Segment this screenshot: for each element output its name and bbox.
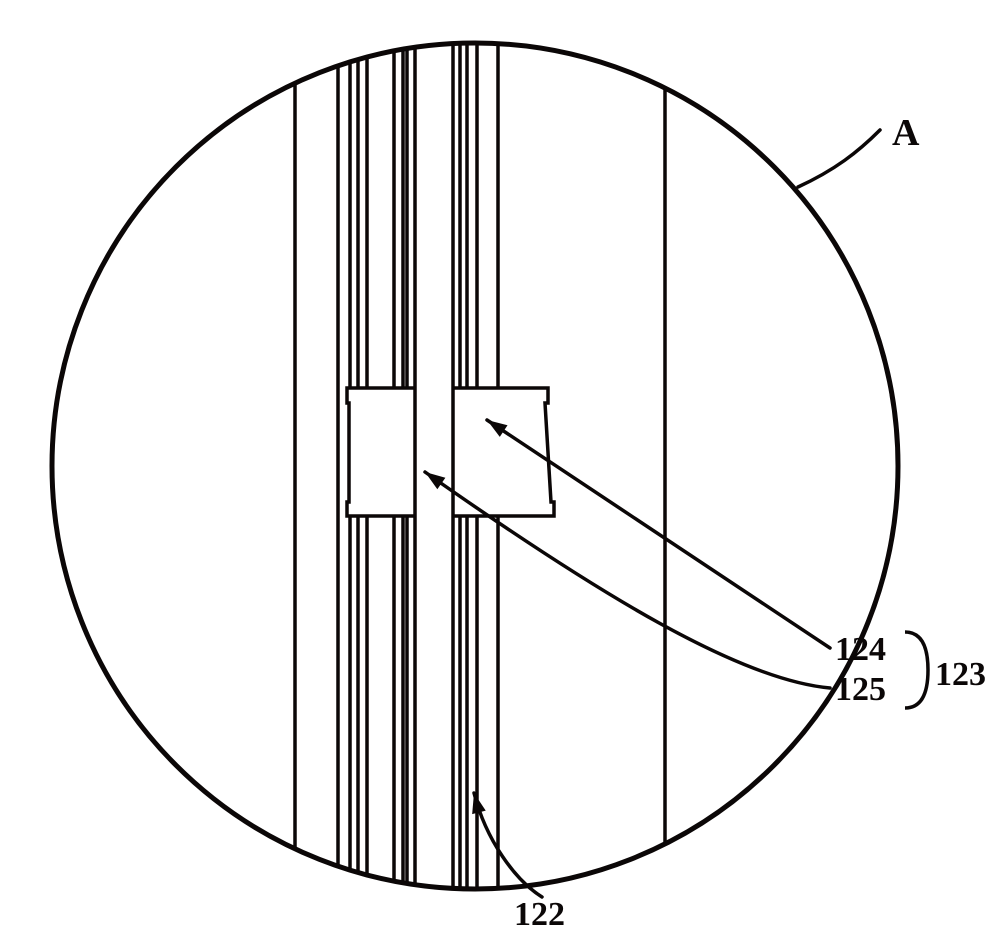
label-125: 125 [835, 671, 886, 708]
label-A: A [892, 112, 920, 154]
leader-A [798, 130, 880, 187]
label-124: 124 [835, 631, 886, 668]
label-122: 122 [514, 896, 565, 933]
diagram-canvas: A 124125 123 122 [0, 0, 1000, 935]
bracket-123 [905, 632, 928, 708]
leader-124 [487, 420, 830, 648]
leader-125 [425, 472, 830, 688]
label-123: 123 [935, 656, 986, 693]
detail-circle [52, 43, 898, 889]
